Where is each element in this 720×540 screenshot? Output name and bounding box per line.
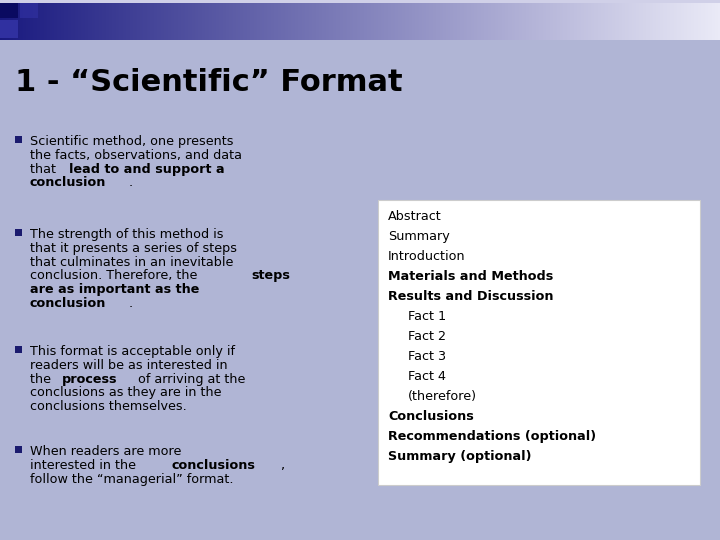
Text: Fact 2: Fact 2 <box>408 330 446 343</box>
Text: This format is acceptable only if: This format is acceptable only if <box>30 345 235 358</box>
Text: Introduction: Introduction <box>388 250 466 263</box>
FancyBboxPatch shape <box>0 0 720 3</box>
Text: the: the <box>30 373 55 386</box>
Text: .: . <box>129 297 132 310</box>
Text: that culminates in an inevitable: that culminates in an inevitable <box>30 255 233 268</box>
FancyBboxPatch shape <box>15 346 22 353</box>
Text: Fact 1: Fact 1 <box>408 310 446 323</box>
Text: Summary: Summary <box>388 230 450 243</box>
FancyBboxPatch shape <box>0 0 18 18</box>
Text: steps: steps <box>251 269 290 282</box>
Text: Abstract: Abstract <box>388 210 442 223</box>
Text: Fact 3: Fact 3 <box>408 350 446 363</box>
Text: Conclusions: Conclusions <box>388 410 474 423</box>
FancyBboxPatch shape <box>15 229 22 236</box>
Text: conclusion: conclusion <box>30 177 107 190</box>
Text: the facts, observations, and data: the facts, observations, and data <box>30 149 242 162</box>
FancyBboxPatch shape <box>20 0 38 18</box>
Text: follow the “managerial” format.: follow the “managerial” format. <box>30 472 233 485</box>
Text: conclusion: conclusion <box>30 297 107 310</box>
Text: The strength of this method is: The strength of this method is <box>30 228 223 241</box>
Text: conclusions: conclusions <box>172 459 256 472</box>
Text: are as important as the: are as important as the <box>30 283 199 296</box>
Text: Fact 4: Fact 4 <box>408 370 446 383</box>
Text: lead to and support a: lead to and support a <box>68 163 225 176</box>
Text: conclusions themselves.: conclusions themselves. <box>30 400 186 413</box>
FancyBboxPatch shape <box>15 136 22 143</box>
Text: Materials and Methods: Materials and Methods <box>388 270 553 283</box>
Text: Summary (optional): Summary (optional) <box>388 450 531 463</box>
Text: of arriving at the: of arriving at the <box>134 373 246 386</box>
Text: ,: , <box>280 459 284 472</box>
FancyBboxPatch shape <box>15 446 22 453</box>
Text: Results and Discussion: Results and Discussion <box>388 290 554 303</box>
Text: (therefore): (therefore) <box>408 390 477 403</box>
Text: interested in the: interested in the <box>30 459 140 472</box>
Text: that: that <box>30 163 60 176</box>
Text: process: process <box>62 373 118 386</box>
FancyBboxPatch shape <box>378 200 700 485</box>
Text: .: . <box>129 177 132 190</box>
Text: Scientific method, one presents: Scientific method, one presents <box>30 135 233 148</box>
Text: readers will be as interested in: readers will be as interested in <box>30 359 228 372</box>
Text: 1 - “Scientific” Format: 1 - “Scientific” Format <box>15 68 402 97</box>
Text: that it presents a series of steps: that it presents a series of steps <box>30 242 237 255</box>
Text: conclusion. Therefore, the: conclusion. Therefore, the <box>30 269 202 282</box>
FancyBboxPatch shape <box>0 20 18 38</box>
Text: Recommendations (optional): Recommendations (optional) <box>388 430 596 443</box>
Text: When readers are more: When readers are more <box>30 445 181 458</box>
Text: conclusions as they are in the: conclusions as they are in the <box>30 387 222 400</box>
